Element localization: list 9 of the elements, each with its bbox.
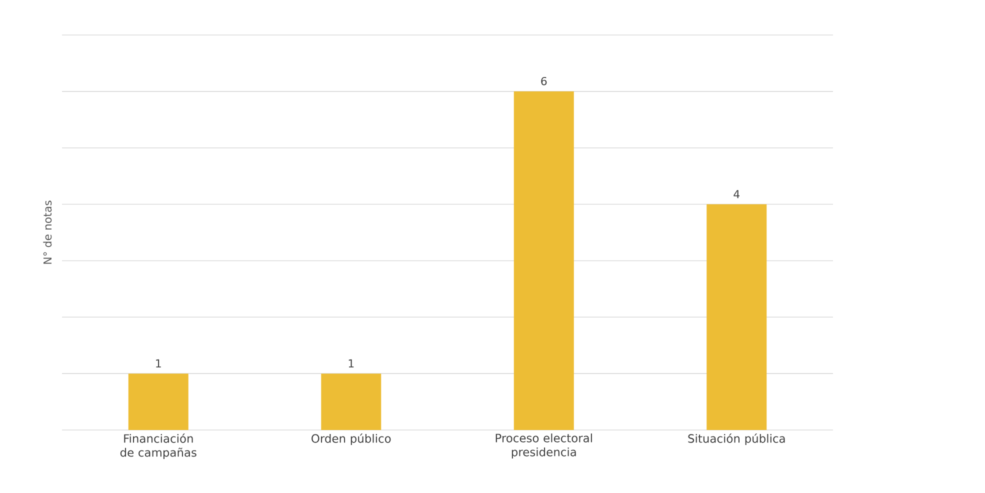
data-label: 1 <box>348 359 354 368</box>
x-tick-label: Proceso electoral presidencia <box>496 434 592 459</box>
data-label: 1 <box>156 359 161 368</box>
x-tick-label: Financiación de campañas <box>120 434 196 460</box>
data-label: 4 <box>734 190 740 198</box>
x-tick-label: Orden público <box>312 434 391 446</box>
y-axis-title: N° de notas <box>43 200 52 264</box>
x-tick-label: Situación pública <box>688 434 785 446</box>
data-label: 6 <box>541 76 547 86</box>
